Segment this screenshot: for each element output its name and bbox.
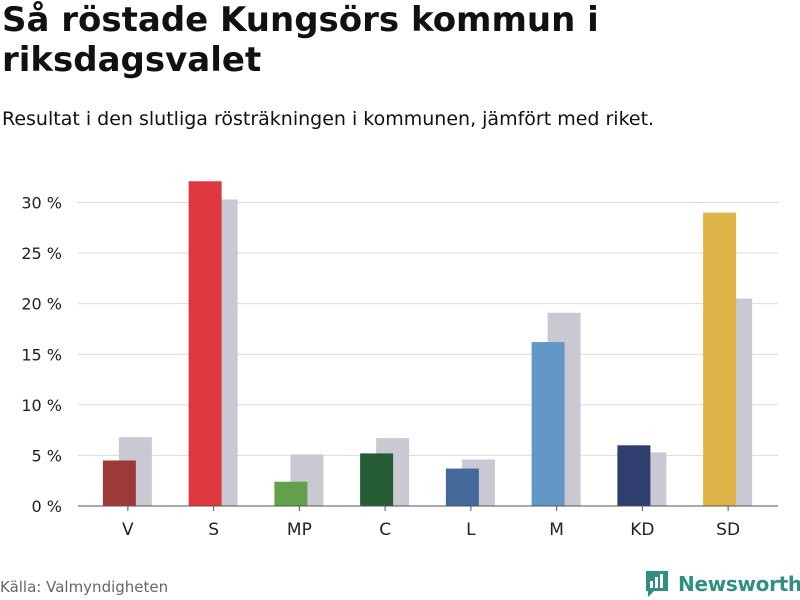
x-axis-ticks: V S MP C L M KD SD: [122, 506, 740, 540]
x-tick-label: M: [549, 520, 564, 540]
bar-kommun-v: [102, 460, 136, 506]
bar-kommun-sd: [703, 212, 737, 506]
y-axis-ticks: 0 % 5 % 10 % 15 % 20 % 25 % 30 %: [21, 194, 62, 517]
bar-kommun-m: [531, 342, 565, 506]
y-tick-label: 20 %: [21, 295, 62, 314]
bar-kommun-c: [360, 453, 394, 506]
source-note: Källa: Valmyndigheten: [0, 578, 169, 596]
brand-logo[interactable]: Newsworthy: [644, 568, 800, 600]
bar-kommun-mp: [274, 481, 308, 506]
chart-subtitle: Resultat i den slutliga rösträkningen i …: [2, 108, 655, 130]
x-tick-label: S: [208, 520, 219, 540]
y-tick-label: 10 %: [21, 396, 62, 415]
x-tick-label: KD: [630, 520, 654, 540]
x-tick-label: V: [122, 520, 134, 540]
y-tick-label: 0 %: [32, 497, 62, 516]
brand-name: Newsworthy: [678, 572, 800, 596]
bar-kommun-l: [445, 468, 479, 506]
y-tick-label: 15 %: [21, 345, 62, 364]
y-tick-label: 5 %: [32, 446, 62, 465]
chart-title: Så röstade Kungsörs kommun i riksdagsval…: [2, 0, 599, 80]
x-tick-label: C: [379, 520, 391, 540]
gridlines: [78, 202, 778, 456]
x-tick-label: SD: [716, 520, 740, 540]
y-tick-label: 30 %: [21, 194, 62, 213]
bar-kommun-s: [188, 181, 222, 506]
x-tick-label: MP: [287, 520, 312, 540]
bar-chart-icon: [646, 571, 668, 597]
bars: [102, 181, 753, 506]
bar-kommun-kd: [617, 445, 651, 506]
x-tick-label: L: [466, 520, 476, 540]
y-tick-label: 25 %: [21, 244, 62, 263]
